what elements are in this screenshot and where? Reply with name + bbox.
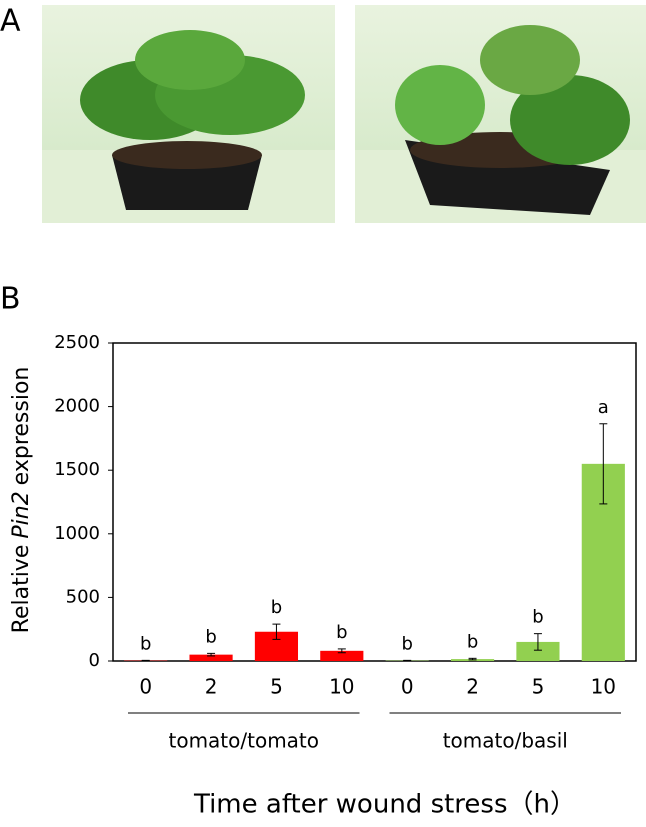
photo-tomato-tomato	[42, 5, 335, 223]
significance-letter: b	[532, 607, 543, 628]
x-axis-label: Time after wound stress（h）	[193, 790, 576, 820]
x-tick-label: 2	[466, 675, 479, 699]
significance-letter: a	[598, 397, 609, 418]
significance-letter: b	[336, 622, 347, 643]
y-tick-label: 500	[66, 586, 100, 607]
significance-letter: b	[271, 597, 282, 618]
x-tick-label: 2	[205, 675, 218, 699]
panel-label: A	[0, 4, 21, 39]
group-label: tomato/basil	[443, 729, 568, 753]
significance-letter: b	[205, 626, 216, 647]
group-label: tomato/tomato	[168, 729, 319, 753]
significance-letter: b	[467, 631, 478, 652]
x-tick-label: 5	[270, 675, 283, 699]
x-tick-label: 10	[329, 675, 354, 699]
y-tick-label: 0	[89, 650, 100, 671]
y-axis-label: RelativePin2expression	[9, 367, 34, 634]
y-tick-label: 1000	[54, 523, 100, 544]
y-tick-label: 2000	[54, 396, 100, 417]
x-tick-label: 0	[139, 675, 152, 699]
x-tick-label: 5	[532, 675, 545, 699]
y-tick-label: 2500	[54, 332, 100, 353]
panel-label: B	[0, 282, 21, 317]
y-tick-label: 1500	[54, 459, 100, 480]
significance-letter: b	[140, 633, 151, 654]
plot-frame	[113, 343, 636, 661]
x-tick-label: 10	[591, 675, 616, 699]
photo-tomato-basil	[355, 5, 646, 223]
significance-letter: b	[401, 633, 412, 654]
x-tick-label: 0	[401, 675, 414, 699]
